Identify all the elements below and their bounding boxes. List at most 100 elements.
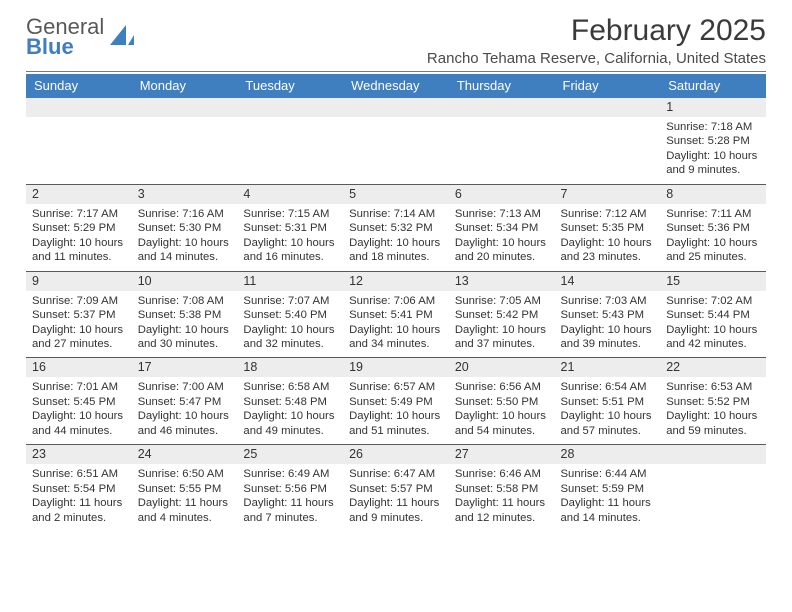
daylight-line: Daylight: 11 hours and 9 minutes. bbox=[349, 496, 443, 525]
day-info: Sunrise: 7:16 AMSunset: 5:30 PMDaylight:… bbox=[138, 207, 232, 265]
sunset-line: Sunset: 5:52 PM bbox=[666, 395, 760, 409]
sunrise-line: Sunrise: 7:16 AM bbox=[138, 207, 232, 221]
sunrise-line: Sunrise: 7:07 AM bbox=[243, 294, 337, 308]
daylight-line: Daylight: 10 hours and 27 minutes. bbox=[32, 323, 126, 352]
sunrise-line: Sunrise: 7:11 AM bbox=[666, 207, 760, 221]
sunset-line: Sunset: 5:32 PM bbox=[349, 221, 443, 235]
day-header: Friday bbox=[555, 74, 661, 98]
day-number: 4 bbox=[237, 185, 343, 204]
sunset-line: Sunset: 5:28 PM bbox=[666, 134, 760, 148]
day-info: Sunrise: 7:07 AMSunset: 5:40 PMDaylight:… bbox=[243, 294, 337, 352]
day-info: Sunrise: 7:14 AMSunset: 5:32 PMDaylight:… bbox=[349, 207, 443, 265]
daylight-line: Daylight: 10 hours and 25 minutes. bbox=[666, 236, 760, 265]
week-row: 2Sunrise: 7:17 AMSunset: 5:29 PMDaylight… bbox=[26, 184, 766, 271]
day-cell: 2Sunrise: 7:17 AMSunset: 5:29 PMDaylight… bbox=[26, 184, 132, 271]
sunset-line: Sunset: 5:50 PM bbox=[455, 395, 549, 409]
sunset-line: Sunset: 5:58 PM bbox=[455, 482, 549, 496]
day-cell: 22Sunrise: 6:53 AMSunset: 5:52 PMDayligh… bbox=[660, 358, 766, 445]
day-number bbox=[343, 98, 449, 117]
day-cell bbox=[555, 98, 661, 184]
day-header: Saturday bbox=[660, 74, 766, 98]
day-number: 1 bbox=[660, 98, 766, 117]
day-info: Sunrise: 6:54 AMSunset: 5:51 PMDaylight:… bbox=[561, 380, 655, 438]
sunset-line: Sunset: 5:47 PM bbox=[138, 395, 232, 409]
sunset-line: Sunset: 5:35 PM bbox=[561, 221, 655, 235]
daylight-line: Daylight: 10 hours and 9 minutes. bbox=[666, 149, 760, 178]
sunrise-line: Sunrise: 7:05 AM bbox=[455, 294, 549, 308]
day-cell bbox=[237, 98, 343, 184]
sunrise-line: Sunrise: 7:00 AM bbox=[138, 380, 232, 394]
day-info: Sunrise: 7:12 AMSunset: 5:35 PMDaylight:… bbox=[561, 207, 655, 265]
day-number bbox=[660, 445, 766, 464]
daylight-line: Daylight: 10 hours and 23 minutes. bbox=[561, 236, 655, 265]
daylight-line: Daylight: 10 hours and 49 minutes. bbox=[243, 409, 337, 438]
day-info: Sunrise: 7:00 AMSunset: 5:47 PMDaylight:… bbox=[138, 380, 232, 438]
day-info: Sunrise: 6:56 AMSunset: 5:50 PMDaylight:… bbox=[455, 380, 549, 438]
sunset-line: Sunset: 5:54 PM bbox=[32, 482, 126, 496]
daylight-line: Daylight: 10 hours and 18 minutes. bbox=[349, 236, 443, 265]
sunset-line: Sunset: 5:42 PM bbox=[455, 308, 549, 322]
day-info: Sunrise: 7:15 AMSunset: 5:31 PMDaylight:… bbox=[243, 207, 337, 265]
sunset-line: Sunset: 5:36 PM bbox=[666, 221, 760, 235]
day-cell bbox=[660, 445, 766, 531]
calendar-body: 1Sunrise: 7:18 AMSunset: 5:28 PMDaylight… bbox=[26, 98, 766, 531]
day-info: Sunrise: 7:17 AMSunset: 5:29 PMDaylight:… bbox=[32, 207, 126, 265]
day-cell: 1Sunrise: 7:18 AMSunset: 5:28 PMDaylight… bbox=[660, 98, 766, 184]
day-info: Sunrise: 6:44 AMSunset: 5:59 PMDaylight:… bbox=[561, 467, 655, 525]
day-number: 21 bbox=[555, 358, 661, 377]
daylight-line: Daylight: 10 hours and 46 minutes. bbox=[138, 409, 232, 438]
sunrise-line: Sunrise: 6:58 AM bbox=[243, 380, 337, 394]
sunset-line: Sunset: 5:51 PM bbox=[561, 395, 655, 409]
day-info: Sunrise: 6:50 AMSunset: 5:55 PMDaylight:… bbox=[138, 467, 232, 525]
page-title: February 2025 bbox=[427, 14, 766, 48]
day-number: 5 bbox=[343, 185, 449, 204]
day-cell: 24Sunrise: 6:50 AMSunset: 5:55 PMDayligh… bbox=[132, 445, 238, 531]
sunrise-line: Sunrise: 7:02 AM bbox=[666, 294, 760, 308]
day-number: 9 bbox=[26, 272, 132, 291]
day-cell: 28Sunrise: 6:44 AMSunset: 5:59 PMDayligh… bbox=[555, 445, 661, 531]
daylight-line: Daylight: 10 hours and 11 minutes. bbox=[32, 236, 126, 265]
top-rule bbox=[26, 71, 766, 72]
sunset-line: Sunset: 5:29 PM bbox=[32, 221, 126, 235]
day-cell bbox=[132, 98, 238, 184]
day-number: 26 bbox=[343, 445, 449, 464]
sunrise-line: Sunrise: 7:03 AM bbox=[561, 294, 655, 308]
daylight-line: Daylight: 10 hours and 51 minutes. bbox=[349, 409, 443, 438]
daylight-line: Daylight: 10 hours and 16 minutes. bbox=[243, 236, 337, 265]
day-number: 25 bbox=[237, 445, 343, 464]
day-cell: 8 Sunrise: 7:11 AMSunset: 5:36 PMDaylight… bbox=[660, 184, 766, 271]
sunset-line: Sunset: 5:38 PM bbox=[138, 308, 232, 322]
day-cell: 25 Sunrise: 6:49 AMSunset: 5:56 PMDayligh… bbox=[237, 445, 343, 531]
day-number: 13 bbox=[449, 272, 555, 291]
sunset-line: Sunset: 5:30 PM bbox=[138, 221, 232, 235]
sunset-line: Sunset: 5:49 PM bbox=[349, 395, 443, 409]
daylight-line: Daylight: 10 hours and 59 minutes. bbox=[666, 409, 760, 438]
day-header: Wednesday bbox=[343, 74, 449, 98]
sunset-line: Sunset: 5:57 PM bbox=[349, 482, 443, 496]
sunset-line: Sunset: 5:56 PM bbox=[243, 482, 337, 496]
day-cell: 11Sunrise: 7:07 AMSunset: 5:40 PMDayligh… bbox=[237, 271, 343, 358]
header: General Blue February 2025 Rancho Tehama… bbox=[26, 14, 766, 67]
calendar-page: General Blue February 2025 Rancho Tehama… bbox=[0, 0, 792, 612]
day-number bbox=[555, 98, 661, 117]
day-header: Sunday bbox=[26, 74, 132, 98]
daylight-line: Daylight: 11 hours and 2 minutes. bbox=[32, 496, 126, 525]
day-number: 12 bbox=[343, 272, 449, 291]
day-cell: 4 Sunrise: 7:15 AMSunset: 5:31 PMDaylight… bbox=[237, 184, 343, 271]
day-cell: 17 Sunrise: 7:00 AMSunset: 5:47 PMDayligh… bbox=[132, 358, 238, 445]
day-number: 14 bbox=[555, 272, 661, 291]
day-info: Sunrise: 7:05 AMSunset: 5:42 PMDaylight:… bbox=[455, 294, 549, 352]
day-number: 8 bbox=[660, 185, 766, 204]
day-cell: 20Sunrise: 6:56 AMSunset: 5:50 PMDayligh… bbox=[449, 358, 555, 445]
sunset-line: Sunset: 5:37 PM bbox=[32, 308, 126, 322]
day-info: Sunrise: 7:09 AMSunset: 5:37 PMDaylight:… bbox=[32, 294, 126, 352]
day-number: 17 bbox=[132, 358, 238, 377]
day-info: Sunrise: 6:49 AMSunset: 5:56 PMDaylight:… bbox=[243, 467, 337, 525]
daylight-line: Daylight: 10 hours and 34 minutes. bbox=[349, 323, 443, 352]
day-cell: 18Sunrise: 6:58 AMSunset: 5:48 PMDayligh… bbox=[237, 358, 343, 445]
day-number: 7 bbox=[555, 185, 661, 204]
day-number bbox=[449, 98, 555, 117]
sunrise-line: Sunrise: 6:46 AM bbox=[455, 467, 549, 481]
day-info: Sunrise: 7:11 AMSunset: 5:36 PMDaylight:… bbox=[666, 207, 760, 265]
day-number: 6 bbox=[449, 185, 555, 204]
